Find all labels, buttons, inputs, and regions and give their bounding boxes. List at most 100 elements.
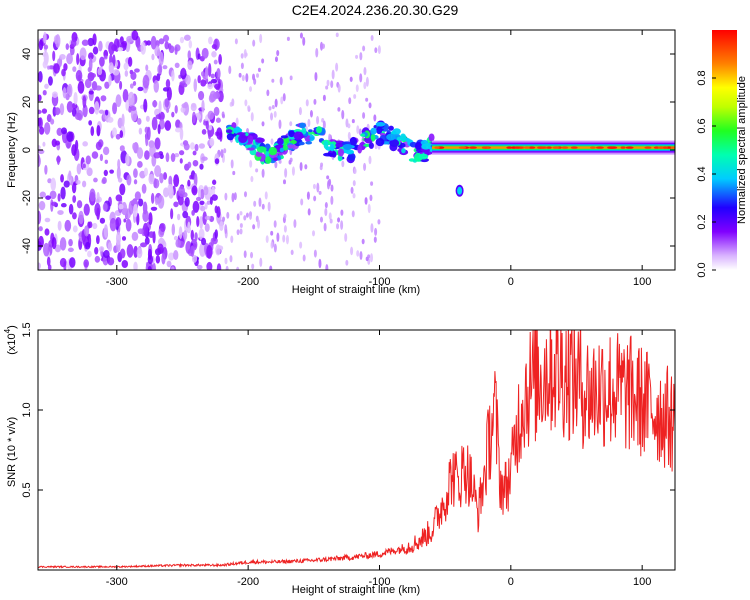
spectrogram-cell xyxy=(278,159,282,164)
spectrogram-cell xyxy=(143,167,149,177)
spectrogram-cell xyxy=(299,32,303,39)
spectrogram-cell xyxy=(38,235,44,248)
spectrogram-cell xyxy=(87,250,92,258)
spectrogram-cell xyxy=(73,92,78,105)
spectrogram-cell xyxy=(198,228,205,241)
spectrogram-cell xyxy=(252,39,256,47)
spectrogram-cell xyxy=(226,129,233,134)
spectrogram-cell xyxy=(83,225,90,237)
spectrogram-cell xyxy=(94,247,99,255)
spectrogram-cell xyxy=(458,146,467,149)
spectrogram-cell xyxy=(136,147,144,159)
spectrogram-cell xyxy=(145,64,149,72)
spectrogram-cell xyxy=(59,103,65,116)
spectrogram-cell xyxy=(90,72,96,78)
spectrogram-cell xyxy=(506,146,513,149)
spectrogram-cell xyxy=(157,123,161,135)
spectrogram-cell xyxy=(53,63,60,74)
spectrogram-cell xyxy=(375,122,386,127)
spectrogram-cell xyxy=(152,262,156,270)
spectrogram-cell xyxy=(76,53,80,66)
colorbar-ticks: 0.0 0.2 0.4 0.6 0.8 xyxy=(696,70,716,278)
spectrogram-cell xyxy=(44,164,48,175)
spectrogram-cell xyxy=(207,129,212,140)
spectrogram-cell xyxy=(546,146,552,149)
spectrogram-cell xyxy=(56,127,63,137)
spectrogram-cell xyxy=(257,218,261,229)
spectrogram-cell xyxy=(159,173,164,184)
spectrogram-cell xyxy=(347,123,351,129)
spectrogram-cell xyxy=(88,106,95,115)
spectrogram-y-label: Frequency (Hz) xyxy=(6,112,18,188)
spectrogram-cell xyxy=(38,226,43,232)
spectrogram-cell xyxy=(256,146,267,153)
spectrogram-cell xyxy=(257,67,261,73)
spectrogram-cell xyxy=(271,104,275,110)
spectrogram-cell xyxy=(179,36,185,44)
spectrogram-cell xyxy=(228,65,232,75)
spectrogram-cell xyxy=(216,68,221,80)
snr-multiplier-exp: 4 xyxy=(3,328,12,333)
spectrogram-cell xyxy=(170,208,174,220)
spectrogram-cell xyxy=(355,54,359,59)
spectrogram-cell xyxy=(117,159,121,170)
spectrogram-cell xyxy=(368,102,372,109)
spectrogram-cell xyxy=(312,230,316,237)
spectrogram-cell xyxy=(174,105,178,114)
spectrogram-cell xyxy=(323,152,333,157)
spectrogram-cell xyxy=(196,216,200,228)
spectrogram-cell xyxy=(201,156,208,161)
spectrogram-cell xyxy=(362,112,366,119)
spectrogram-cell xyxy=(59,237,67,251)
spectrogram-cell xyxy=(130,71,137,81)
spectrogram-cell xyxy=(122,40,127,48)
spectrogram-cell xyxy=(72,212,77,220)
spectrogram-cell xyxy=(259,33,263,44)
spectrogram-cell xyxy=(38,94,42,102)
spectrogram-cell xyxy=(245,212,249,218)
spectrogram-cell xyxy=(47,264,52,270)
spectrogram-cell xyxy=(299,161,303,171)
spectrogram-cell xyxy=(109,169,114,174)
spectrogram-cell xyxy=(259,257,263,268)
spectrogram-cell xyxy=(99,217,106,224)
spectrogram-cell xyxy=(64,219,72,232)
spectrogram-cell xyxy=(159,153,164,160)
spectrogram-cell xyxy=(341,109,345,120)
spectrogram-cell xyxy=(153,178,160,189)
spectrogram-cell xyxy=(359,73,363,83)
spectrogram-cell xyxy=(147,126,151,141)
spectrogram-cell xyxy=(325,85,329,90)
spectrogram-cell xyxy=(323,222,327,232)
spectrogram-cell xyxy=(299,241,303,249)
spectrogram-cell xyxy=(51,91,58,98)
spectrogram-cell xyxy=(207,83,214,90)
spectrogram-cell xyxy=(270,241,274,249)
spectrogram-cell xyxy=(153,152,161,159)
spectrogram-x-tick-label: 100 xyxy=(633,276,651,288)
spectrogram-cell xyxy=(224,224,228,235)
spectrogram-cell xyxy=(374,47,378,54)
spectrogram-cell xyxy=(147,265,152,270)
spectrogram-cell xyxy=(305,141,313,145)
spectrogram-cell xyxy=(337,217,341,223)
spectrogram-cell xyxy=(355,84,359,92)
spectrogram-cell xyxy=(316,126,323,134)
spectrogram-cell xyxy=(123,62,129,71)
spectrogram-cell xyxy=(168,175,173,187)
snr-y-tick-label: 0.5 xyxy=(21,482,33,497)
spectrogram-cell xyxy=(282,234,286,243)
spectrogram-cell xyxy=(107,257,115,266)
spectrogram-cell xyxy=(365,76,369,87)
spectrogram-cell xyxy=(65,43,69,51)
spectrogram-cell xyxy=(214,83,221,90)
snr-y-tick-label: 1.5 xyxy=(21,322,33,337)
spectrogram-cell xyxy=(343,143,353,151)
spectrogram-cell xyxy=(370,253,374,263)
spectrogram-cell xyxy=(168,45,175,54)
spectrogram-cell xyxy=(68,203,74,215)
spectrogram-cell xyxy=(197,53,201,60)
spectrogram-cell xyxy=(184,196,190,207)
